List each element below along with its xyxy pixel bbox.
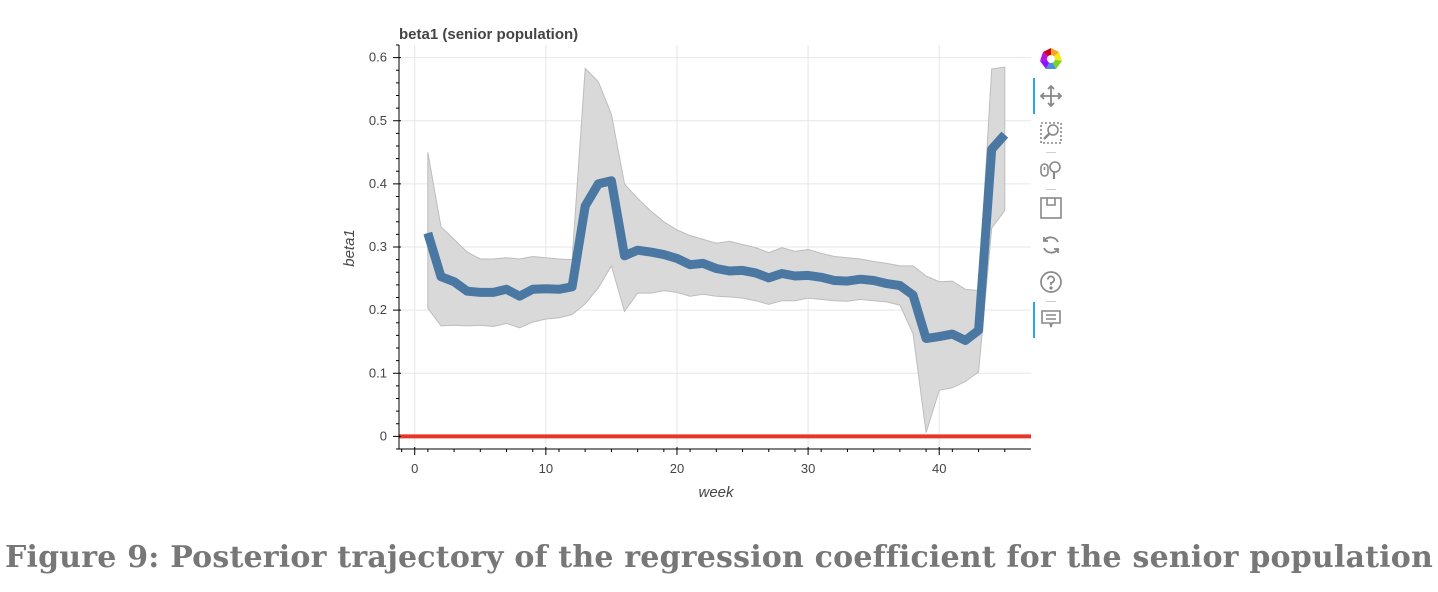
y-tick-label: 0.2 [369,302,387,317]
x-tick-label: 30 [801,461,815,476]
y-tick-label: 0.1 [369,365,387,380]
chart-container: 0 0.1 0.2 0.3 0.4 0.5 0.6 0 10 20 30 40 beta1 (seni… [341,26,1069,501]
hover-icon[interactable] [1038,307,1064,333]
y-tick-label: 0 [380,428,387,443]
x-tick-label: 10 [539,461,553,476]
box-zoom-icon[interactable] [1038,120,1064,146]
reset-icon[interactable] [1038,232,1064,258]
y-axis-title: beta1 [341,229,358,267]
figure-caption: Figure 9: Posterior trajectory of the re… [4,540,1434,575]
toolbar-separator [1046,301,1056,302]
wheel-zoom-icon[interactable] [1038,157,1064,183]
x-axis-title: week [698,484,735,501]
active-tool-indicator [1033,302,1035,338]
credible-band [427,66,1006,433]
y-tick-label: 0.6 [369,50,387,65]
y-tick-label: 0.3 [369,239,387,254]
x-tick-label: 40 [932,461,946,476]
chart-title: beta1 (senior population) [399,26,578,43]
mean-line-layer [423,131,1009,345]
active-tool-indicator [1033,78,1035,114]
help-icon[interactable] [1038,269,1064,295]
posterior-mean-line [423,131,1009,345]
axes: 0 0.1 0.2 0.3 0.4 0.5 0.6 0 10 20 30 40 [369,44,1031,476]
x-tick-label: 0 [411,461,418,476]
credible-band-layer [427,66,1006,433]
save-icon[interactable] [1038,195,1064,221]
pan-icon[interactable] [1038,83,1064,109]
bokeh-logo-icon[interactable] [1038,46,1064,72]
toolbar-separator [1046,152,1056,153]
x-tick-label: 20 [670,461,684,476]
chart-svg: 0 0.1 0.2 0.3 0.4 0.5 0.6 0 10 20 30 40 beta1 (seni… [341,26,1031,501]
y-tick-label: 0.5 [369,113,387,128]
y-tick-label: 0.4 [369,176,387,191]
toolbar-separator [1046,189,1056,190]
chart-toolbar [1033,44,1069,344]
